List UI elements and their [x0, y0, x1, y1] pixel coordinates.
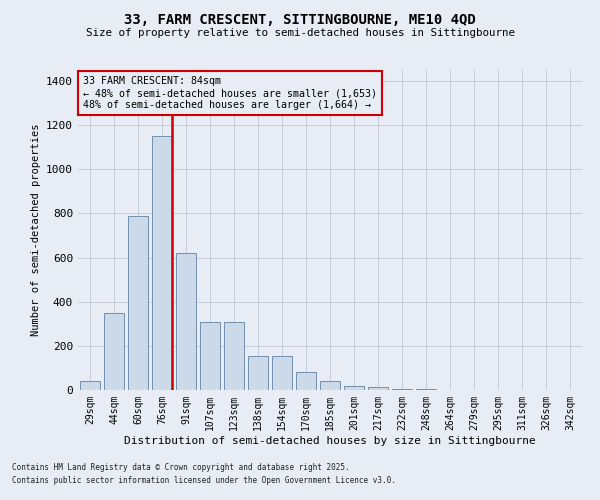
Bar: [272, 356, 292, 390]
Bar: [392, 389, 412, 390]
Bar: [296, 372, 316, 390]
Bar: [344, 386, 364, 390]
Bar: [248, 356, 268, 390]
Bar: [368, 386, 388, 390]
Bar: [80, 381, 100, 390]
Bar: [224, 322, 244, 390]
Text: Contains HM Land Registry data © Crown copyright and database right 2025.: Contains HM Land Registry data © Crown c…: [12, 464, 350, 472]
Y-axis label: Number of semi-detached properties: Number of semi-detached properties: [31, 124, 41, 336]
Bar: [152, 136, 172, 390]
Text: Size of property relative to semi-detached houses in Sittingbourne: Size of property relative to semi-detach…: [86, 28, 515, 38]
Text: 33 FARM CRESCENT: 84sqm
← 48% of semi-detached houses are smaller (1,653)
48% of: 33 FARM CRESCENT: 84sqm ← 48% of semi-de…: [83, 76, 377, 110]
Bar: [176, 253, 196, 390]
Bar: [104, 313, 124, 390]
Text: 33, FARM CRESCENT, SITTINGBOURNE, ME10 4QD: 33, FARM CRESCENT, SITTINGBOURNE, ME10 4…: [124, 12, 476, 26]
X-axis label: Distribution of semi-detached houses by size in Sittingbourne: Distribution of semi-detached houses by …: [124, 436, 536, 446]
Text: Contains public sector information licensed under the Open Government Licence v3: Contains public sector information licen…: [12, 476, 396, 485]
Bar: [128, 216, 148, 390]
Bar: [320, 381, 340, 390]
Bar: [200, 322, 220, 390]
